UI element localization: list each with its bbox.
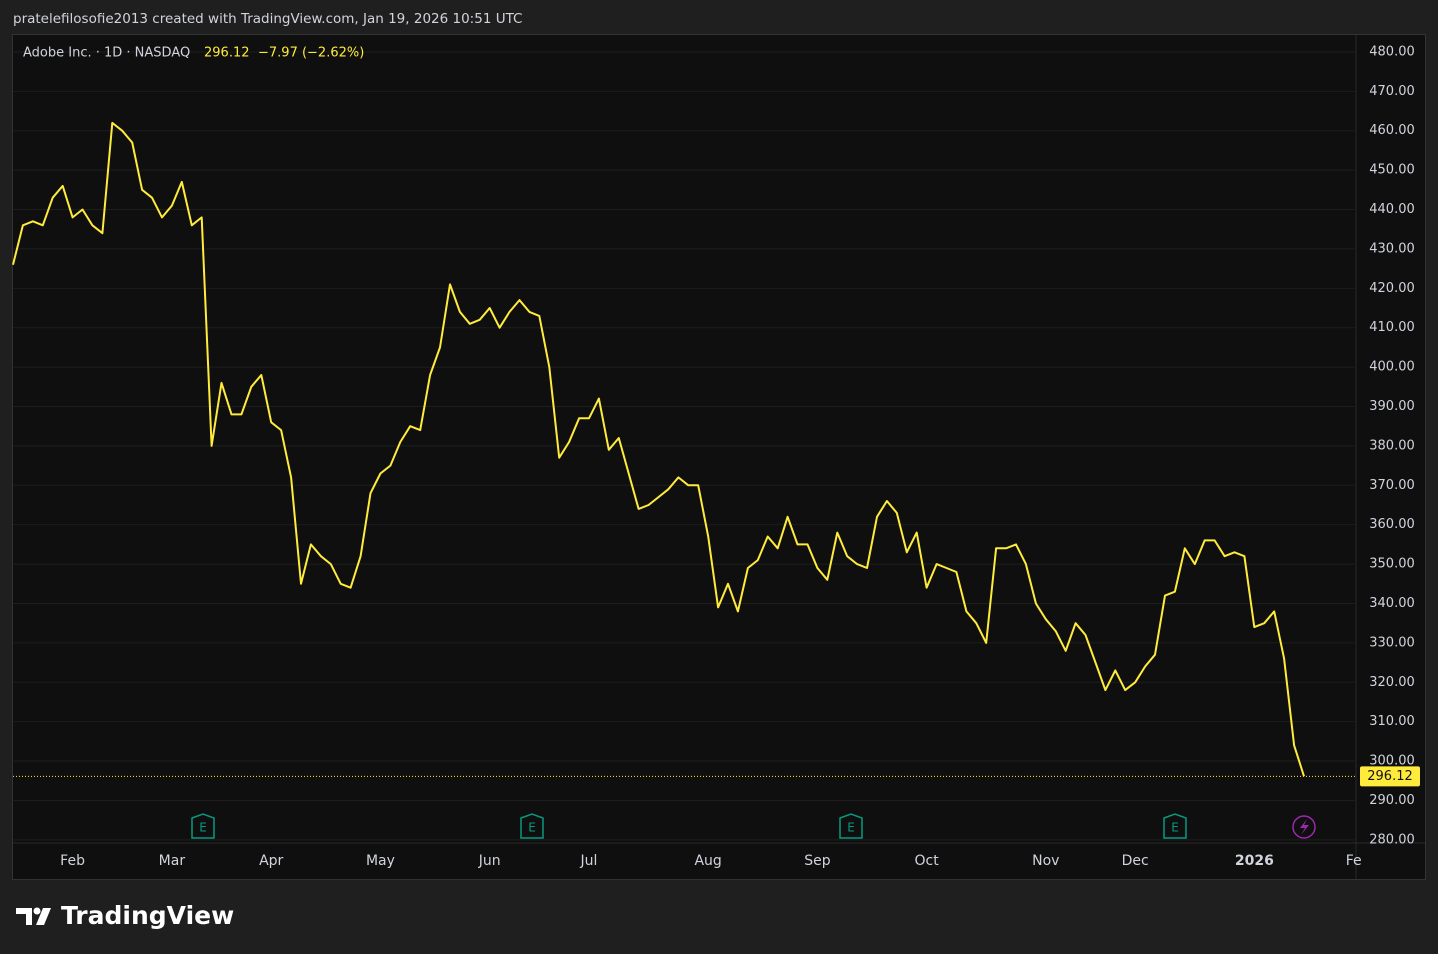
earnings-label: E — [199, 821, 207, 835]
x-tick-label: Aug — [694, 853, 721, 869]
earnings-icon — [191, 813, 215, 839]
y-tick-label: 350.00 — [1369, 557, 1415, 572]
x-tick-label: May — [366, 853, 395, 869]
earnings-marker[interactable]: E — [839, 813, 863, 839]
y-tick-label: 340.00 — [1369, 596, 1415, 611]
y-tick-label: 390.00 — [1369, 399, 1415, 414]
x-tick-label: Jul — [580, 853, 598, 869]
x-tick-label: Mar — [159, 853, 186, 869]
logo-dot — [33, 907, 41, 915]
y-tick-label: 410.00 — [1369, 320, 1415, 335]
event-bolt — [1300, 819, 1309, 835]
logo-shape — [16, 908, 32, 925]
price-line — [12, 121, 1305, 777]
earnings-label: E — [1171, 821, 1179, 835]
logo-shape — [36, 908, 51, 925]
grid — [13, 51, 1356, 841]
brand-name: TradingView — [61, 901, 234, 930]
y-tick-label: 400.00 — [1369, 360, 1415, 375]
legend-symbol: Adobe Inc. · 1D · NASDAQ — [23, 46, 190, 61]
y-tick-label: 430.00 — [1369, 241, 1415, 256]
y-tick-label: 470.00 — [1369, 84, 1415, 99]
y-tick-label: 280.00 — [1369, 832, 1415, 847]
y-tick-label: 360.00 — [1369, 517, 1415, 532]
y-tick-label: 370.00 — [1369, 478, 1415, 493]
y-tick-label: 460.00 — [1369, 123, 1415, 138]
event-marker[interactable] — [1292, 815, 1316, 839]
x-tick-label: Apr — [259, 853, 283, 869]
last-price-box — [1360, 766, 1420, 787]
y-tick-label: 320.00 — [1369, 675, 1415, 690]
x-tick-label: Feb — [60, 853, 85, 869]
legend-price: 296.12 — [204, 46, 250, 61]
x-tick-label: Jun — [478, 853, 501, 869]
plot — [12, 121, 1356, 777]
earnings-icon — [839, 813, 863, 839]
y-tick-label: 300.00 — [1369, 754, 1415, 769]
x-tick-label: Sep — [804, 853, 831, 869]
x-tick-label: Oct — [915, 853, 940, 869]
y-tick-label: 310.00 — [1369, 714, 1415, 729]
x-tick-label: Fe — [1346, 853, 1362, 869]
brand-logo[interactable]: TradingView — [16, 901, 234, 930]
y-tick-label: 440.00 — [1369, 202, 1415, 217]
earnings-label: E — [528, 821, 536, 835]
y-tick-label: 450.00 — [1369, 163, 1415, 178]
y-tick-label: 330.00 — [1369, 635, 1415, 650]
chart-panel — [12, 34, 1426, 880]
y-tick-label: 380.00 — [1369, 438, 1415, 453]
earnings-marker[interactable]: E — [191, 813, 215, 839]
x-tick-label: 2026 — [1235, 853, 1274, 869]
last-price-label: 296.12 — [1367, 769, 1413, 784]
y-tick-label: 480.00 — [1369, 44, 1415, 59]
header: pratelefilosofie2013 created with Tradin… — [13, 11, 522, 27]
earnings-icon — [1163, 813, 1187, 839]
earnings-marker[interactable]: E — [1163, 813, 1187, 839]
earnings-marker[interactable]: E — [520, 813, 544, 839]
legend-change: −7.97 (−2.62%) — [258, 46, 364, 61]
earnings-icon — [520, 813, 544, 839]
x-tick-label: Nov — [1032, 853, 1059, 869]
event-icon — [1292, 815, 1316, 839]
earnings-label: E — [847, 821, 855, 835]
y-tick-label: 420.00 — [1369, 281, 1415, 296]
x-tick-label: Dec — [1122, 853, 1149, 869]
y-tick-label: 290.00 — [1369, 793, 1415, 808]
